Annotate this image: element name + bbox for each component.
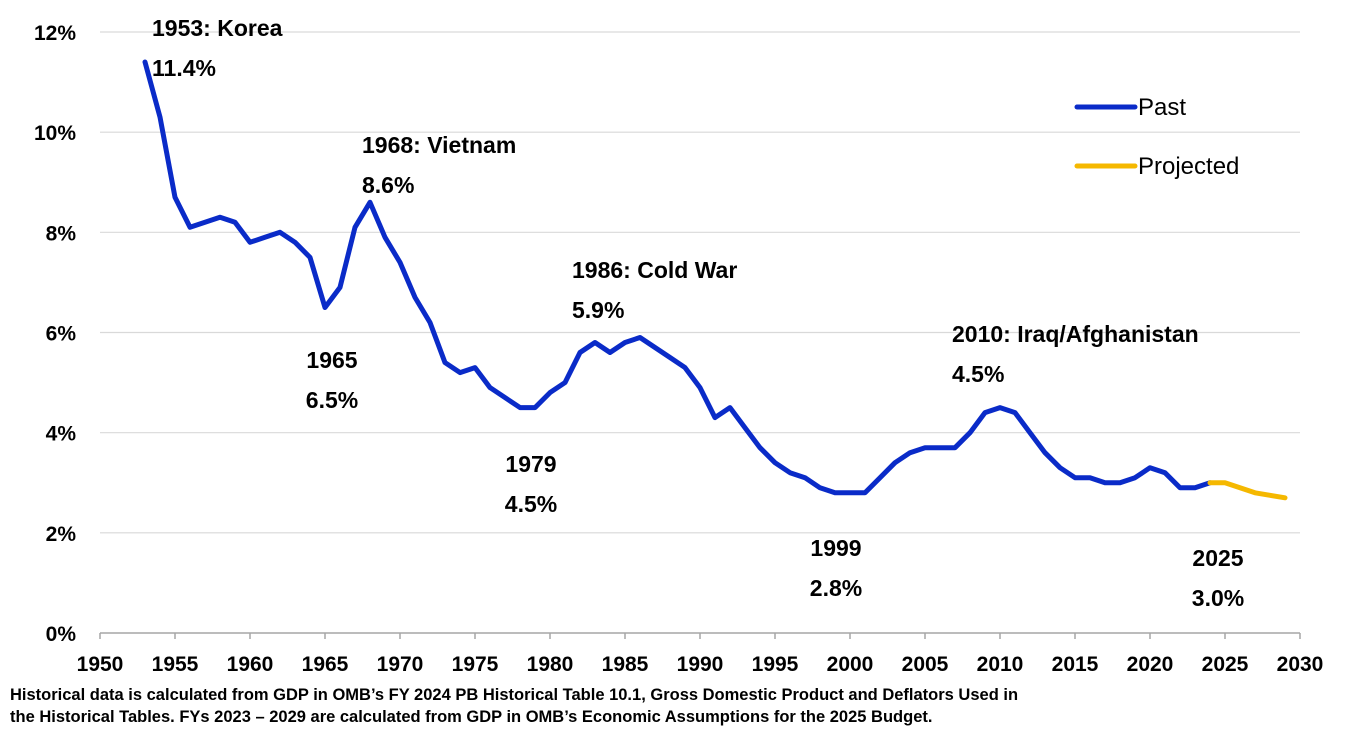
footnote-line-2: the Historical Tables. FYs 2023 – 2029 a… bbox=[10, 708, 933, 726]
x-tick-label: 1980 bbox=[527, 653, 574, 676]
x-tick-label: 2010 bbox=[977, 653, 1024, 676]
y-tick-label: 8% bbox=[46, 222, 77, 245]
y-tick-label: 0% bbox=[46, 623, 77, 646]
x-tick-label: 1985 bbox=[602, 653, 649, 676]
x-tick-label: 2005 bbox=[902, 653, 949, 676]
chart: 0% 2% 4% 6% 8% 10% 12% 1950 1955 1960 1965 1970 1975… bbox=[34, 15, 1323, 676]
x-tick-label: 1975 bbox=[452, 653, 499, 676]
x-tick-label: 1970 bbox=[377, 653, 424, 676]
annotation-title: 1986: Cold War bbox=[572, 257, 737, 283]
annotation-title: 1953: Korea bbox=[152, 15, 283, 41]
annotation-title: 2010: Iraq/Afghanistan bbox=[952, 321, 1199, 347]
annotation-value: 2.8% bbox=[810, 575, 862, 601]
annotations: 1953: Korea 11.4% 1968: Vietnam 8.6% 1965 6.5… bbox=[152, 15, 1244, 611]
annotation-title: 1999 bbox=[810, 535, 861, 561]
x-tick-label: 1960 bbox=[227, 653, 274, 676]
annotation-value: 8.6% bbox=[362, 172, 414, 198]
annotation-title: 1968: Vietnam bbox=[362, 132, 516, 158]
x-tick-label: 2020 bbox=[1127, 653, 1174, 676]
annotation-value: 5.9% bbox=[572, 297, 624, 323]
y-tick-label: 12% bbox=[34, 22, 76, 45]
series-line-projected bbox=[1207, 480, 1288, 501]
annotation-value: 3.0% bbox=[1192, 585, 1244, 611]
series-lines bbox=[142, 59, 1288, 501]
footnote: Historical data is calculated from GDP i… bbox=[10, 684, 1355, 728]
annotation-value: 4.5% bbox=[952, 361, 1004, 387]
annotation-value: 4.5% bbox=[505, 491, 557, 517]
x-tick-label: 2030 bbox=[1277, 653, 1324, 676]
annotation-title: 1979 bbox=[505, 451, 556, 477]
y-tick-label: 2% bbox=[46, 523, 77, 546]
y-tick-label: 6% bbox=[46, 323, 77, 346]
x-tick-label: 1965 bbox=[302, 653, 349, 676]
annotation-value: 11.4% bbox=[152, 55, 216, 81]
gridlines bbox=[99, 31, 1301, 639]
x-tick-label: 1955 bbox=[152, 653, 199, 676]
footnote-line-1: Historical data is calculated from GDP i… bbox=[10, 686, 1019, 704]
x-tick-label: 1995 bbox=[752, 653, 799, 676]
annotation-value: 6.5% bbox=[306, 387, 358, 413]
x-tick-label: 1950 bbox=[77, 653, 124, 676]
annotation-title: 2025 bbox=[1192, 545, 1243, 571]
x-tick-label: 2015 bbox=[1052, 653, 1099, 676]
y-tick-label: 10% bbox=[34, 122, 76, 145]
x-tick-label: 2000 bbox=[827, 653, 874, 676]
x-tick-label: 2025 bbox=[1202, 653, 1249, 676]
x-tick-label: 1990 bbox=[677, 653, 724, 676]
axis-ticks: 0% 2% 4% 6% 8% 10% 12% 1950 1955 1960 1965 1970 1975… bbox=[34, 22, 1323, 676]
legend-label-past: Past bbox=[1138, 94, 1186, 121]
legend-label-projected: Projected bbox=[1138, 153, 1239, 180]
annotation-title: 1965 bbox=[306, 347, 357, 373]
series-line-past bbox=[142, 59, 1213, 496]
legend: Past Projected bbox=[1074, 94, 1239, 180]
y-tick-label: 4% bbox=[46, 423, 77, 446]
